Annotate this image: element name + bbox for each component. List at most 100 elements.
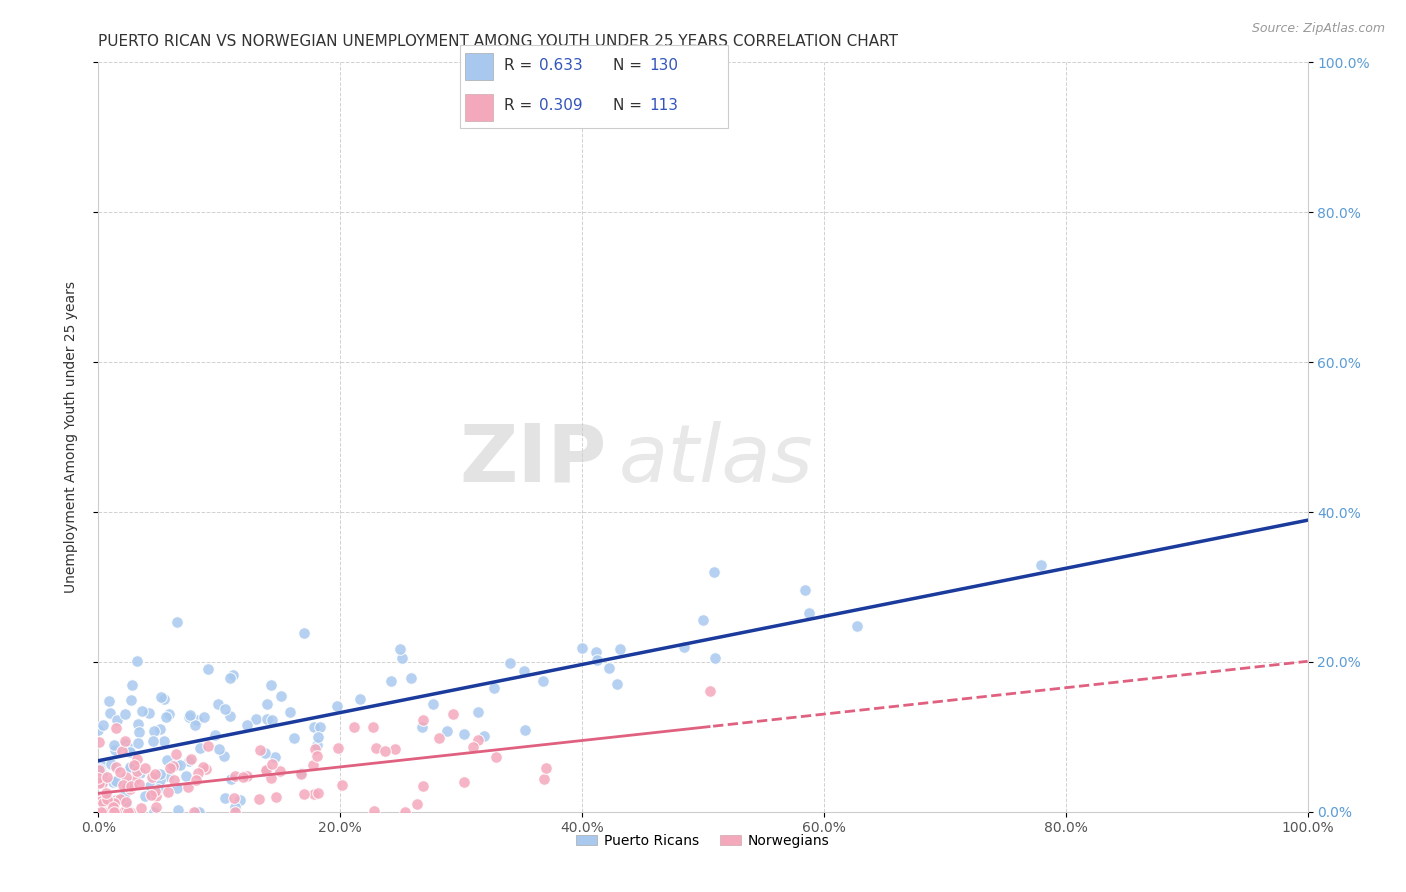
Point xyxy=(165,758,187,772)
Point xyxy=(484,681,506,695)
Point xyxy=(585,645,607,659)
Point xyxy=(585,653,607,667)
Point xyxy=(309,720,332,734)
Point xyxy=(245,712,267,726)
Point xyxy=(104,774,127,789)
Point xyxy=(131,704,153,718)
Point xyxy=(155,710,177,724)
Point xyxy=(90,794,112,808)
Point xyxy=(422,697,444,711)
Point xyxy=(124,772,146,786)
Point xyxy=(197,739,219,754)
Text: Source: ZipAtlas.com: Source: ZipAtlas.com xyxy=(1251,22,1385,36)
Point xyxy=(236,769,259,783)
Point xyxy=(307,786,329,800)
Point xyxy=(120,805,142,819)
Point xyxy=(120,760,142,774)
Point xyxy=(93,805,115,819)
Point xyxy=(125,654,148,668)
Point xyxy=(461,739,484,754)
Point xyxy=(531,673,554,688)
Point xyxy=(115,780,138,794)
Point xyxy=(374,744,396,758)
Point xyxy=(118,745,141,759)
Text: 130: 130 xyxy=(650,58,678,73)
Point xyxy=(98,793,121,807)
Point xyxy=(219,772,242,787)
Point xyxy=(304,741,326,756)
Point xyxy=(845,618,868,632)
Point xyxy=(207,697,229,711)
Point xyxy=(112,805,135,819)
Point xyxy=(253,746,276,760)
Point xyxy=(129,801,152,815)
Point xyxy=(91,796,114,810)
Point xyxy=(692,614,714,628)
Point xyxy=(467,733,489,747)
Point xyxy=(94,787,117,801)
Point xyxy=(794,583,817,598)
Point xyxy=(307,748,329,763)
Point xyxy=(598,661,620,675)
Point xyxy=(453,727,475,741)
Point xyxy=(330,778,353,792)
Point xyxy=(96,792,118,806)
Text: 0.633: 0.633 xyxy=(540,58,583,73)
Point xyxy=(174,769,197,783)
Point xyxy=(143,723,166,738)
Point xyxy=(108,764,131,779)
Point xyxy=(90,805,112,819)
Point xyxy=(114,707,136,722)
Point xyxy=(364,741,387,756)
Point xyxy=(797,606,820,620)
Point xyxy=(256,698,278,712)
Point xyxy=(195,762,218,776)
Point xyxy=(87,805,110,819)
Text: ZIP: ZIP xyxy=(458,420,606,499)
Point xyxy=(143,784,166,798)
Point xyxy=(533,772,555,787)
Point xyxy=(606,677,628,691)
Point xyxy=(412,779,434,793)
Point xyxy=(236,718,259,732)
Point xyxy=(96,805,118,819)
Point xyxy=(152,734,174,748)
Point xyxy=(87,763,110,777)
Point xyxy=(380,673,402,688)
Text: N =: N = xyxy=(613,58,647,73)
Point xyxy=(453,775,475,789)
Point xyxy=(259,678,281,692)
Point xyxy=(91,765,114,780)
Point xyxy=(703,565,725,579)
Point xyxy=(157,785,180,799)
Point xyxy=(513,723,536,737)
Point xyxy=(91,776,114,790)
Point xyxy=(143,805,166,819)
Point xyxy=(191,760,214,774)
Point xyxy=(290,767,312,781)
Point xyxy=(87,791,110,805)
Point xyxy=(134,761,156,775)
Point xyxy=(179,707,201,722)
Point xyxy=(609,642,631,657)
Point xyxy=(349,692,371,706)
Bar xyxy=(465,94,492,120)
Point xyxy=(105,793,128,807)
Point xyxy=(212,748,235,763)
Point xyxy=(186,714,208,728)
Point xyxy=(105,759,128,773)
Text: R =: R = xyxy=(503,98,537,113)
Point xyxy=(90,773,112,788)
Point xyxy=(114,737,136,751)
Point xyxy=(127,764,149,779)
Point xyxy=(149,722,172,736)
Point xyxy=(139,789,162,803)
Point xyxy=(222,790,245,805)
Point xyxy=(90,758,112,772)
Point xyxy=(399,671,422,685)
Point xyxy=(177,710,200,724)
Point xyxy=(96,805,118,819)
Point xyxy=(103,738,125,752)
Bar xyxy=(465,54,492,80)
Point xyxy=(256,712,278,726)
